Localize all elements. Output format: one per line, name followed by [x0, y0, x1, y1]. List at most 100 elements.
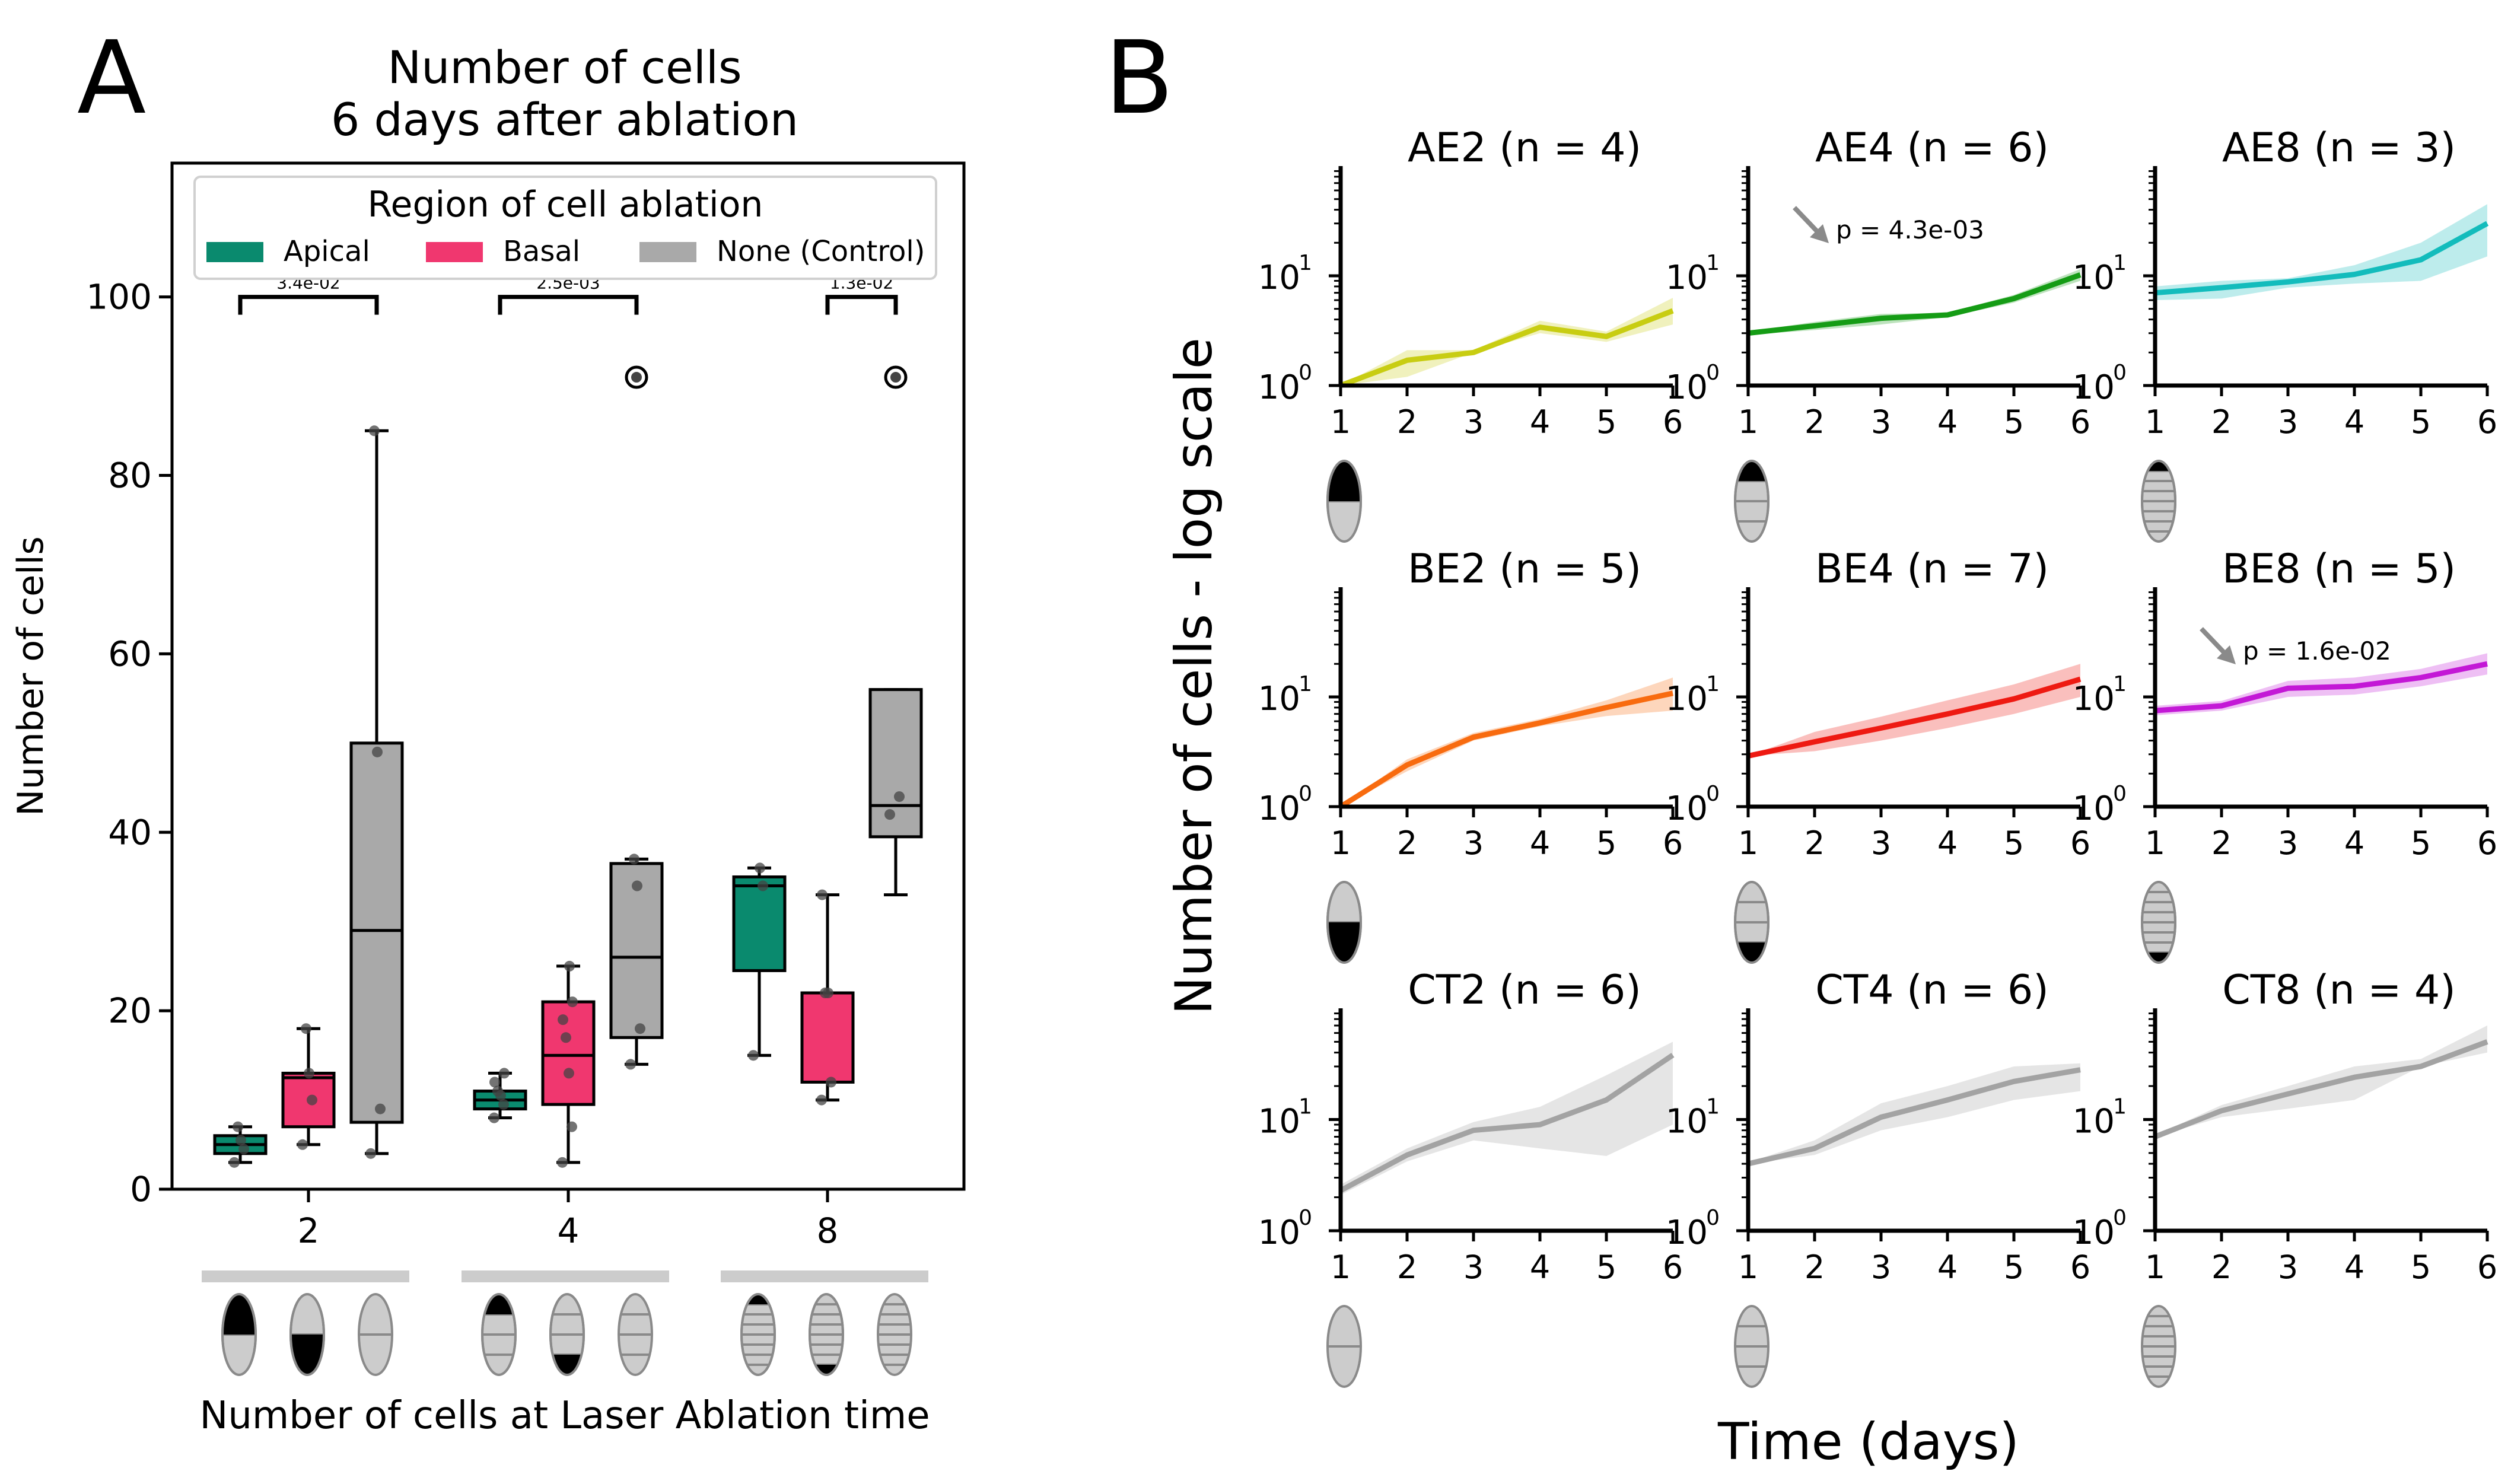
cell-outline [2141, 881, 2176, 964]
ablated-cell [222, 1294, 256, 1335]
y-tick-label: 10 [2073, 1214, 2115, 1252]
ablated-cell [291, 1335, 324, 1375]
x-tick-label: 1 [1738, 1249, 1758, 1286]
data-point [489, 1077, 500, 1088]
y-tick-label: 10 [2073, 259, 2115, 297]
data-point [564, 1068, 574, 1079]
x-tick-label: 6 [2070, 824, 2090, 862]
x-tick-label: 5 [2004, 824, 2024, 862]
outlier-point [631, 372, 642, 383]
data-point [635, 1023, 645, 1034]
cell-icon-basal-1-of-8 [2141, 881, 2176, 964]
panel-b-label: B [1105, 20, 1174, 137]
outlier-point [890, 372, 901, 383]
data-point [884, 809, 895, 820]
x-tick-label: 4 [1937, 824, 1958, 862]
x-tick-label: 6 [2477, 1249, 2497, 1286]
cell-outline [1326, 881, 1362, 964]
y-tick-label: 10 [1258, 1214, 1300, 1252]
y-tick-label: 10 [1666, 368, 1708, 407]
box-basal-4 [541, 960, 596, 1168]
cell-icon-apical-1-of-4 [481, 1293, 517, 1376]
cell-icon-control-8 [2141, 1305, 2176, 1388]
x-tick-label: 4 [2344, 824, 2364, 862]
y-tick-label: 10 [2073, 1103, 2115, 1141]
bracket-line [825, 295, 898, 315]
cell-outline [740, 1293, 776, 1376]
p-value-text: p = 4.3e-03 [1836, 215, 1984, 244]
group-bar [462, 1270, 669, 1282]
data-point [238, 1144, 249, 1155]
cell-icon-control-8 [877, 1293, 912, 1376]
x-tick-label: 6 [1663, 403, 1683, 441]
cell-icon-control-4 [1734, 1305, 1770, 1388]
arrow-head [1810, 224, 1829, 243]
icon-group-2 [202, 1270, 409, 1376]
legend-box [193, 176, 937, 280]
cell-outline [221, 1293, 257, 1376]
x-tick-label: 3 [1463, 1249, 1484, 1286]
cell-outline [481, 1293, 517, 1376]
y-tick-exponent: 0 [1706, 1206, 1720, 1230]
data-point [894, 791, 905, 802]
x-tick-label: 6 [1663, 1249, 1683, 1286]
arrow-shaft [2200, 627, 2228, 657]
x-tick-label: 2 [1805, 824, 1825, 862]
x-tick-label: 4 [558, 1211, 580, 1251]
data-point [625, 1059, 636, 1070]
x-tick-label: 2 [298, 1211, 320, 1251]
data-point [820, 988, 830, 999]
data-point [365, 1148, 376, 1159]
data-point [567, 996, 578, 1008]
data-point [561, 1032, 571, 1043]
y-tick-exponent: 0 [1299, 1206, 1312, 1230]
ablated-cell [1328, 922, 1361, 963]
x-tick-label: 6 [2477, 403, 2497, 441]
data-point [557, 1157, 568, 1168]
data-point [229, 1157, 240, 1168]
y-tick-exponent: 0 [1706, 782, 1720, 806]
x-tick-label: 5 [1596, 1249, 1616, 1286]
cell-outline [1326, 460, 1362, 543]
x-tick-label: 3 [2278, 824, 2298, 862]
x-tick-label: 3 [1463, 824, 1484, 862]
arrow-shaft [1793, 206, 1821, 235]
y-tick-exponent: 0 [1299, 361, 1312, 385]
box-body [732, 875, 787, 972]
icon-group-8 [721, 1270, 928, 1376]
cell-icon-control-2 [358, 1293, 393, 1376]
chart-a-title-line-2: 6 days after ablation [331, 93, 798, 146]
legend-entry-label: None (Control) [717, 235, 925, 268]
box-basal-2 [281, 1023, 336, 1150]
data-point [233, 1121, 243, 1132]
x-tick-label: 5 [2411, 403, 2431, 441]
x-tick-label: 4 [1937, 403, 1958, 441]
x-tick-label: 1 [1738, 824, 1758, 862]
x-tick-label: 5 [2004, 1249, 2024, 1286]
x-tick-label: 4 [2344, 403, 2364, 441]
x-tick-label: 2 [1397, 403, 1417, 441]
legend-title: Region of cell ablation [368, 184, 763, 225]
cell-icon-control-2 [1326, 1305, 1362, 1388]
panel-a: A Number of cells 6 days after ablation … [10, 20, 966, 1438]
x-tick-label: 5 [2004, 403, 2024, 441]
y-tick-label: 10 [1666, 1214, 1708, 1252]
cell-icon-basal-1-of-2 [289, 1293, 325, 1376]
subplot-title: BE4 (n = 7) [1815, 546, 2049, 593]
bracket-line [238, 295, 379, 315]
x-tick-label: 8 [817, 1211, 839, 1251]
data-point [629, 854, 639, 865]
legend-swatch [639, 242, 696, 262]
box-apical-8 [732, 862, 787, 1061]
x-tick-label: 6 [1663, 824, 1683, 862]
x-tick-label: 2 [1805, 403, 1825, 441]
y-tick-label: 10 [1666, 789, 1708, 828]
x-axis-label-a: Number of cells at Laser Ablation time [199, 1394, 930, 1438]
box-apical-4 [473, 1068, 527, 1123]
mean-line [2154, 1039, 2488, 1139]
subplot-title: BE8 (n = 5) [2222, 546, 2456, 593]
mean-line [1339, 1053, 1675, 1193]
cell-icon-basal-1-of-4 [1734, 881, 1770, 964]
